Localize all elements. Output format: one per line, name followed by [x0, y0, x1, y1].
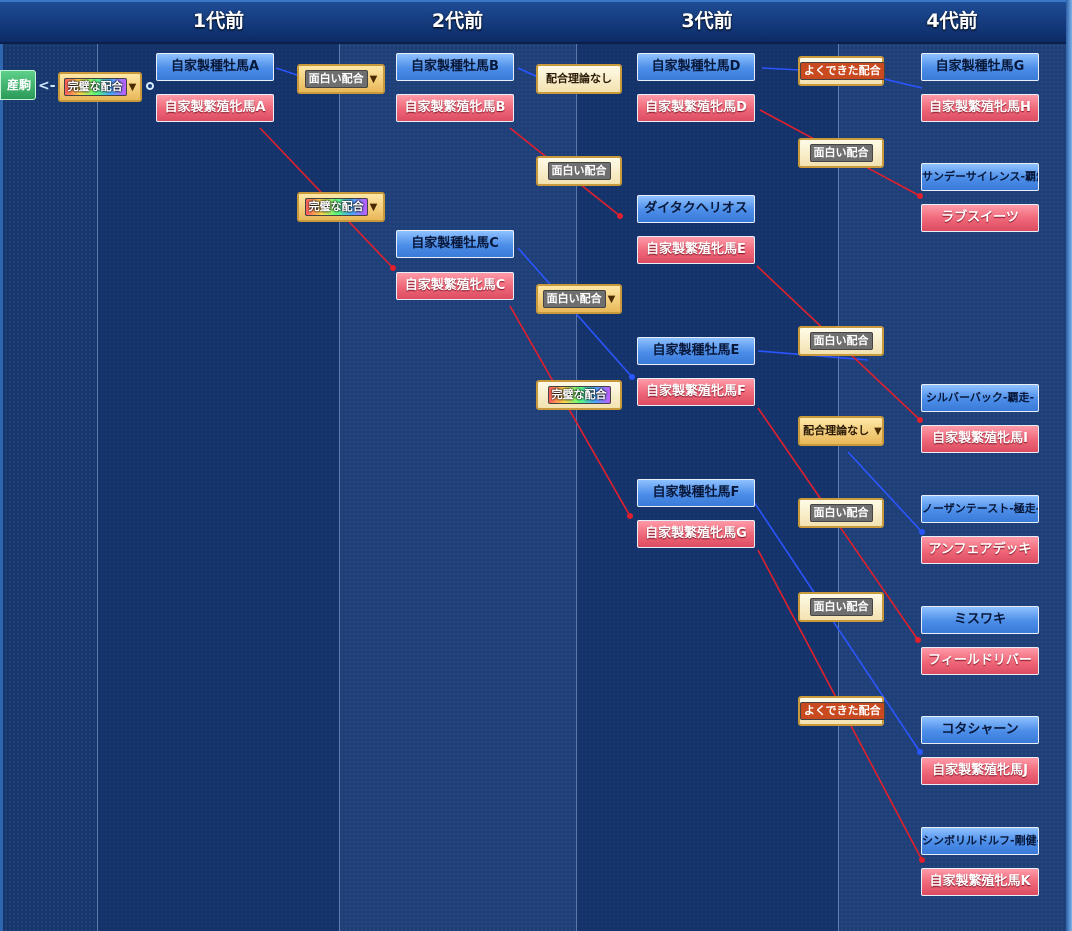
horse-sire-e[interactable]: 自家製種牡馬E — [637, 337, 755, 365]
horse-sire-g[interactable]: 自家製種牡馬G — [921, 53, 1039, 81]
rating-label: 面白い配合 — [304, 70, 368, 88]
rating-f[interactable]: 配合理論なし ▼ — [798, 416, 884, 446]
dropdown-arrow-icon: ▼ — [369, 202, 378, 213]
horse-sire-c[interactable]: 自家製種牡馬C — [396, 230, 514, 258]
mare-link-line — [509, 305, 631, 517]
arrow-left-icon: <- — [38, 78, 56, 94]
column-bg-gen3 — [576, 0, 838, 931]
horse-sire-kotashaan[interactable]: コタシャーン — [921, 716, 1039, 744]
horse-mare-b[interactable]: 自家製繁殖牝馬B — [396, 94, 514, 122]
horse-mare-f[interactable]: 自家製繁殖牝馬F — [637, 378, 755, 406]
rating-c[interactable]: 面白い配合 ▼ — [536, 284, 622, 314]
rating-label: よくできた配合 — [800, 702, 885, 720]
link-dot — [629, 374, 635, 380]
gen4-label: 4代前 — [926, 10, 978, 32]
frame-left-edge — [0, 0, 3, 931]
connector-knob-icon — [146, 82, 154, 90]
horse-mare-a[interactable]: 自家製繁殖牝馬A — [156, 94, 274, 122]
gen2-label: 2代前 — [431, 10, 484, 32]
rating-subject[interactable]: 完璧な配合 ▼ — [58, 72, 142, 102]
horse-sire-sunday[interactable]: サンデーサイレンス-覇煌- — [921, 163, 1039, 191]
dropdown-arrow-icon: ▼ — [128, 82, 137, 93]
rating-label: 面白い配合 — [542, 290, 606, 308]
rating-label: 完璧な配合 — [63, 78, 127, 96]
column-bg-gen2 — [339, 0, 576, 931]
rating-f2[interactable]: 面白い配合 — [798, 498, 884, 528]
horse-sire-a[interactable]: 自家製種牡馬A — [156, 53, 274, 81]
link-dot — [390, 265, 396, 271]
rating-label: 面白い配合 — [809, 598, 873, 616]
sire-link-line — [879, 77, 923, 89]
scrollbar-track[interactable] — [1066, 0, 1072, 931]
rating-label: 面白い配合 — [547, 162, 611, 180]
rating-g[interactable]: 面白い配合 — [798, 592, 884, 622]
horse-sire-silverback[interactable]: シルバーバック-覇走- — [921, 384, 1039, 412]
dropdown-arrow-icon: ▼ — [607, 294, 616, 305]
horse-mare-fieldriver[interactable]: フィールドリバー — [921, 647, 1039, 675]
horse-sire-b[interactable]: 自家製種牡馬B — [396, 53, 514, 81]
column-divider — [576, 0, 577, 931]
rating-b2[interactable]: 面白い配合 — [536, 156, 622, 186]
horse-mare-h[interactable]: 自家製繁殖牝馬H — [921, 94, 1039, 122]
sire-link-line — [847, 451, 923, 533]
horse-mare-g[interactable]: 自家製繁殖牝馬G — [637, 520, 755, 548]
horse-mare-i[interactable]: 自家製繁殖牝馬I — [921, 425, 1039, 453]
subject-foal[interactable]: 産駒 — [0, 70, 36, 100]
rating-d[interactable]: よくできた配合 — [798, 56, 885, 86]
dropdown-arrow-icon: ▼ — [369, 74, 378, 85]
link-dot — [919, 857, 925, 863]
horse-sire-misuwaki[interactable]: ミスワキ — [921, 606, 1039, 634]
rating-label: 面白い配合 — [809, 332, 873, 350]
link-dot — [915, 637, 921, 643]
rating-label: 配合理論なし — [546, 72, 612, 85]
horse-sire-northern[interactable]: ノーザンテースト-極走- — [921, 495, 1039, 523]
column-divider — [97, 0, 98, 931]
horse-sire-d[interactable]: 自家製種牡馬D — [637, 53, 755, 81]
gen1-label: 1代前 — [192, 10, 245, 32]
rating-label: 完璧な配合 — [304, 198, 368, 216]
gen3-label: 3代前 — [681, 10, 733, 32]
dropdown-arrow-icon: ▼ — [874, 426, 882, 437]
rating-e[interactable]: 面白い配合 — [798, 138, 884, 168]
rating-label: 面白い配合 — [809, 144, 873, 162]
sire-link-line — [761, 67, 801, 71]
rating-a[interactable]: 面白い配合 ▼ — [297, 64, 385, 94]
link-dot — [627, 513, 633, 519]
column-divider — [339, 0, 340, 931]
horse-mare-lovesweets[interactable]: ラブスイーツ — [921, 204, 1039, 232]
rating-label: よくできた配合 — [800, 62, 885, 80]
horse-sire-daitaku[interactable]: ダイタクヘリオス — [637, 195, 755, 223]
horse-mare-e[interactable]: 自家製繁殖牝馬E — [637, 236, 755, 264]
rating-b[interactable]: 配合理論なし — [536, 64, 622, 94]
sire-link-line — [275, 67, 298, 76]
horse-mare-k[interactable]: 自家製繁殖牝馬K — [921, 868, 1039, 896]
link-dot — [617, 213, 623, 219]
horse-sire-f[interactable]: 自家製種牡馬F — [637, 479, 755, 507]
column-bg-gen1 — [98, 0, 339, 931]
link-dot — [917, 749, 923, 755]
generation-header: 1代前 2代前 3代前 4代前 — [0, 0, 1066, 44]
sire-link-line — [749, 495, 921, 753]
link-dot — [919, 529, 925, 535]
rating-c2[interactable]: 完璧な配合 — [536, 380, 622, 410]
rating-label: 面白い配合 — [809, 504, 873, 522]
rating-a2[interactable]: 完璧な配合 ▼ — [297, 192, 385, 222]
link-dot — [917, 417, 923, 423]
horse-mare-d[interactable]: 自家製繁殖牝馬D — [637, 94, 755, 122]
horse-mare-c[interactable]: 自家製繁殖牝馬C — [396, 272, 514, 300]
rating-g2[interactable]: よくできた配合 — [798, 696, 885, 726]
link-dot — [917, 193, 923, 199]
rating-label: 完璧な配合 — [547, 386, 611, 404]
rating-e2[interactable]: 面白い配合 — [798, 326, 884, 356]
horse-mare-j[interactable]: 自家製繁殖牝馬J — [921, 757, 1039, 785]
horse-mare-anfair[interactable]: アンフェアデッキ — [921, 536, 1039, 564]
column-divider — [838, 0, 839, 931]
horse-sire-symboli[interactable]: シンボリルドルフ-剛健- — [921, 827, 1039, 855]
rating-label: 配合理論なし — [803, 424, 870, 437]
